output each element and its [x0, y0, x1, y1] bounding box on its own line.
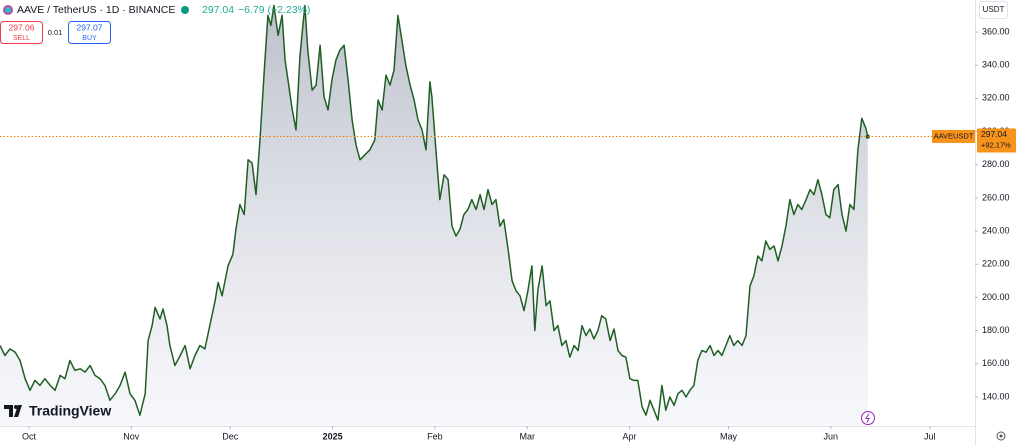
settings-icon[interactable]: [996, 431, 1006, 441]
market-status[interactable]: [181, 6, 189, 14]
lightning-icon: [865, 413, 870, 423]
logo-mark: [14, 405, 18, 409]
y-tick-label: 240.00: [982, 225, 1010, 235]
y-tick-label: 160.00: [982, 358, 1010, 368]
y-tick-label: 140.00: [982, 391, 1010, 401]
symbol-icon: [5, 7, 11, 13]
spread: 0.01: [48, 28, 63, 37]
x-tick-label: Mar: [520, 431, 536, 441]
symbol-title[interactable]: AAVE / TetherUS · 1D · BINANCE: [17, 4, 175, 16]
y-tick-label: 360.00: [982, 26, 1010, 36]
price-change: −6.79 (−2.23%): [238, 4, 310, 16]
x-tick-label: Apr: [623, 431, 637, 441]
sell-label[interactable]: SELL: [13, 35, 30, 42]
y-tick-label: 320.00: [982, 93, 1010, 103]
buy-price[interactable]: 297.07: [77, 22, 103, 32]
area-fill: [0, 5, 868, 426]
y-tick-label: 260.00: [982, 192, 1010, 202]
x-tick-label: Oct: [22, 431, 37, 441]
settings-icon: [999, 434, 1003, 438]
currency[interactable]: USDT: [983, 5, 1005, 14]
series-tag: [932, 129, 975, 143]
price-tag-value: 297.04: [981, 129, 1007, 139]
x-tick-label: Jun: [824, 431, 839, 441]
x-tick-label: 2025: [323, 431, 343, 441]
x-tick-label: Jul: [924, 431, 936, 441]
y-tick-label: 280.00: [982, 159, 1010, 169]
x-tick-label: Dec: [222, 431, 239, 441]
brand-logo[interactable]: TradingView: [4, 403, 111, 419]
last-point: [865, 134, 870, 139]
plot-area: [0, 4, 975, 426]
x-tick-label: May: [720, 431, 738, 441]
y-tick-label: 180.00: [982, 325, 1010, 335]
sell-button[interactable]: [0, 21, 43, 44]
price-tag-change: +92.17%: [981, 140, 1011, 149]
currency-button[interactable]: [979, 1, 1008, 19]
buy-label[interactable]: BUY: [82, 35, 97, 42]
last-price: 297.04: [202, 4, 234, 16]
axes: 140.00 160.00 180.00 200.00 220.00 240.00 260.…: [22, 26, 1016, 441]
price-line: [0, 4, 869, 421]
x-tick-label: Nov: [123, 431, 140, 441]
x-tick-label: Feb: [427, 431, 443, 441]
y-tick-label: 340.00: [982, 60, 1010, 70]
sell-price[interactable]: 297.06: [9, 22, 35, 32]
buy-button[interactable]: [68, 21, 111, 44]
series-name: AAVEUSDT: [934, 131, 974, 140]
y-tick-label: 220.00: [982, 259, 1010, 269]
price-tag: [977, 128, 1016, 153]
brand-name: TradingView: [29, 403, 111, 419]
y-tick-label: 200.00: [982, 292, 1010, 302]
